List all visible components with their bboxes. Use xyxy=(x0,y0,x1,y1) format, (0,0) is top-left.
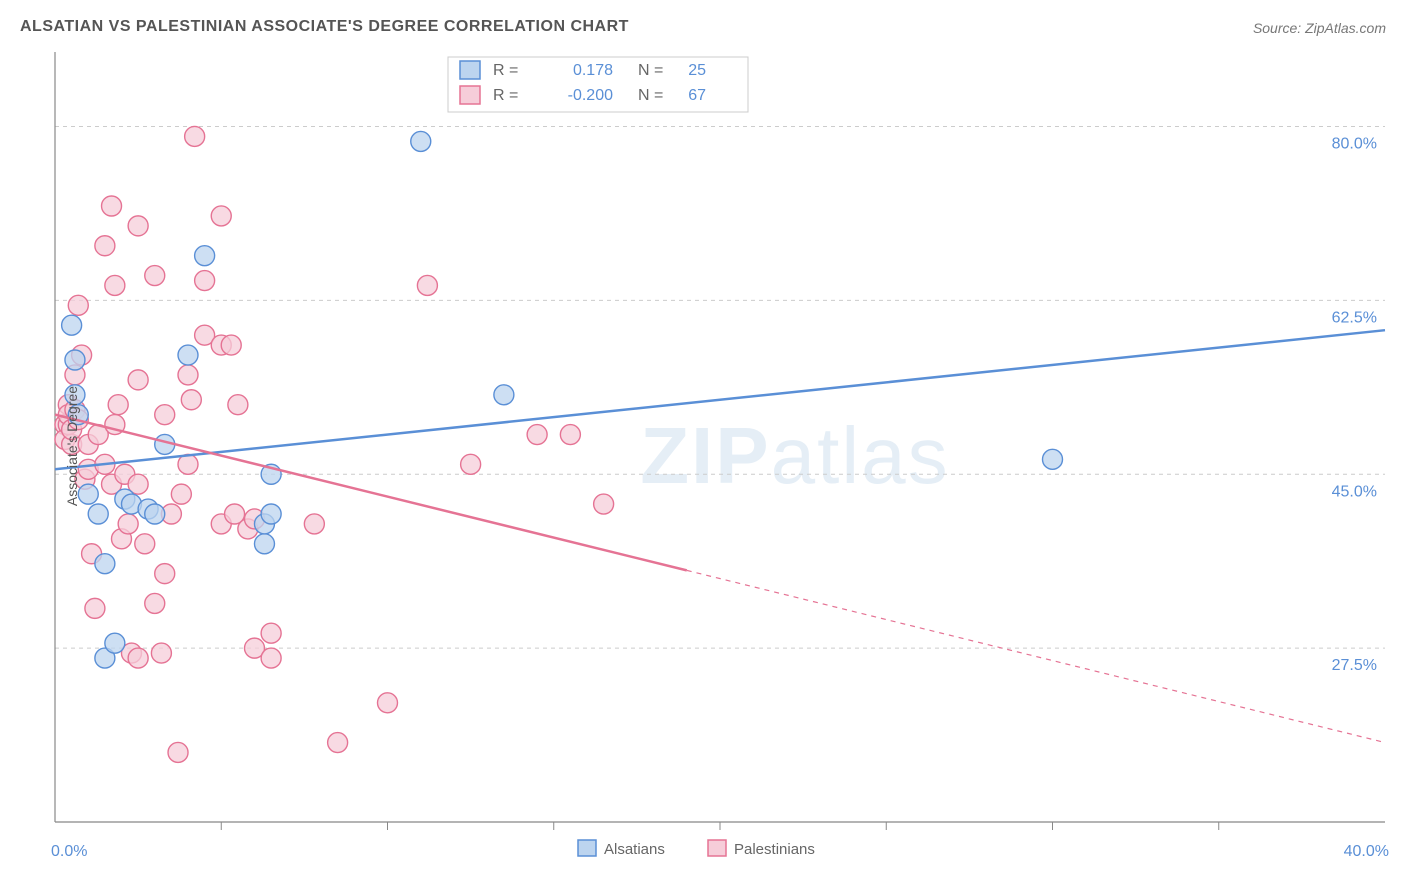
alsatians-point xyxy=(411,131,431,151)
palestinians-point xyxy=(228,395,248,415)
legend-n-value: 67 xyxy=(688,87,706,104)
palestinians-point xyxy=(145,593,165,613)
trend-line-extrapolated xyxy=(687,570,1385,742)
palestinians-point xyxy=(102,196,122,216)
palestinians-point xyxy=(185,126,205,146)
y-tick-label: 62.5% xyxy=(1332,309,1377,326)
palestinians-point xyxy=(304,514,324,534)
alsatians-point xyxy=(145,504,165,524)
legend-series-label: Alsatians xyxy=(604,841,665,858)
chart-canvas: ZIPatlas 27.5% 45.0% 62.5% 80.0% 0.0% 40.0% R =… xyxy=(0,0,1406,892)
palestinians-point xyxy=(195,271,215,291)
legend-swatch xyxy=(708,840,726,856)
y-tick-label: 80.0% xyxy=(1332,136,1377,153)
x-tick-label: 40.0% xyxy=(1344,843,1389,860)
legend-swatch xyxy=(460,86,480,104)
legend-n-value: 25 xyxy=(688,62,706,79)
alsatians-point xyxy=(178,345,198,365)
alsatians-point xyxy=(88,504,108,524)
palestinians-point xyxy=(211,206,231,226)
alsatians-point xyxy=(78,484,98,504)
palestinians-point xyxy=(118,514,138,534)
palestinians-point xyxy=(85,598,105,618)
palestinians-point xyxy=(135,534,155,554)
legend-swatch xyxy=(460,61,480,79)
palestinians-point xyxy=(378,693,398,713)
legend-n-label: N = xyxy=(638,62,663,79)
palestinians-point xyxy=(108,395,128,415)
palestinians-point xyxy=(128,648,148,668)
palestinians-point xyxy=(95,236,115,256)
palestinians-point xyxy=(128,370,148,390)
alsatians-point xyxy=(195,246,215,266)
palestinians-point xyxy=(328,733,348,753)
palestinians-point xyxy=(527,425,547,445)
alsatians-point xyxy=(65,350,85,370)
palestinians-point xyxy=(155,405,175,425)
alsatians-point xyxy=(261,504,281,524)
alsatians-point xyxy=(494,385,514,405)
palestinians-point xyxy=(221,335,241,355)
legend-r-value: 0.178 xyxy=(573,62,613,79)
y-tick-label: 45.0% xyxy=(1332,483,1377,500)
palestinians-point xyxy=(128,216,148,236)
y-tick-label: 27.5% xyxy=(1332,657,1377,674)
legend-n-label: N = xyxy=(638,87,663,104)
palestinians-point xyxy=(461,454,481,474)
palestinians-point xyxy=(178,365,198,385)
watermark: ZIPatlas xyxy=(640,411,949,500)
legend-swatch xyxy=(578,840,596,856)
palestinians-point xyxy=(171,484,191,504)
palestinians-point xyxy=(417,275,437,295)
palestinians-point xyxy=(261,648,281,668)
palestinians-point xyxy=(181,390,201,410)
palestinians-point xyxy=(155,564,175,584)
legend-r-label: R = xyxy=(493,62,518,79)
legend-r-label: R = xyxy=(493,87,518,104)
legend-series-label: Palestinians xyxy=(734,841,815,858)
alsatians-point xyxy=(105,633,125,653)
palestinians-point xyxy=(145,266,165,286)
alsatians-point xyxy=(62,315,82,335)
chart-container: ALSATIAN VS PALESTINIAN ASSOCIATE'S DEGR… xyxy=(0,0,1406,892)
chart-source: Source: ZipAtlas.com xyxy=(1253,20,1386,36)
palestinians-point xyxy=(105,275,125,295)
palestinians-point xyxy=(594,494,614,514)
x-tick-label: 0.0% xyxy=(51,843,87,860)
alsatians-point xyxy=(1043,449,1063,469)
y-axis-label: Associate's Degree xyxy=(64,386,80,506)
palestinians-point xyxy=(68,295,88,315)
palestinians-point xyxy=(151,643,171,663)
alsatians-point xyxy=(95,554,115,574)
palestinians-point xyxy=(261,623,281,643)
palestinians-point xyxy=(560,425,580,445)
alsatians-point xyxy=(254,534,274,554)
legend-r-value: -0.200 xyxy=(568,87,613,104)
palestinians-point xyxy=(168,742,188,762)
chart-title: ALSATIAN VS PALESTINIAN ASSOCIATE'S DEGR… xyxy=(20,18,629,36)
